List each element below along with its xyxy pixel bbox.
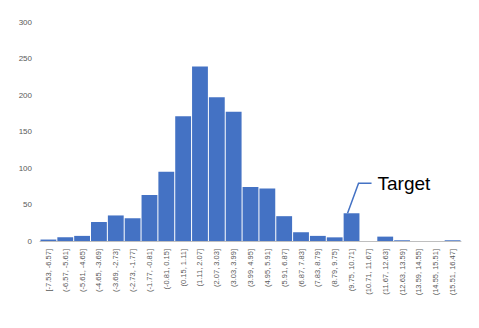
svg-text:(-3.69, -2.73]: (-3.69, -2.73]	[111, 249, 120, 292]
svg-text:300: 300	[19, 18, 33, 27]
svg-text:(6.87, 7.83]: (6.87, 7.83]	[297, 249, 306, 287]
svg-text:(14.55, 15.51]: (14.55, 15.51]	[431, 249, 440, 295]
svg-text:(7.83, 8.79]: (7.83, 8.79]	[313, 249, 322, 287]
svg-text:250: 250	[19, 54, 33, 63]
svg-text:(-1.77, -0.81]: (-1.77, -0.81]	[145, 249, 154, 292]
svg-text:50: 50	[23, 200, 32, 209]
svg-text:(10.71, 11.67]: (10.71, 11.67]	[364, 249, 373, 295]
svg-text:(1.11, 2.07]: (1.11, 2.07]	[195, 249, 204, 286]
svg-text:(3.99, 4.95]: (3.99, 4.95]	[246, 249, 255, 287]
svg-text:(12.63, 13.59]: (12.63, 13.59]	[398, 249, 407, 295]
svg-text:(15.51, 16.47]: (15.51, 16.47]	[448, 249, 457, 295]
svg-text:(-6.57, -5.61]: (-6.57, -5.61]	[61, 249, 70, 292]
svg-text:(2.07, 3.03]: (2.07, 3.03]	[212, 249, 221, 287]
svg-text:200: 200	[19, 91, 33, 100]
svg-text:(4.95, 5.91]: (4.95, 5.91]	[263, 249, 272, 287]
svg-text:100: 100	[19, 164, 33, 173]
svg-text:(-0.81, 0.15]: (-0.81, 0.15]	[162, 249, 171, 289]
svg-text:(0.15, 1.11]: (0.15, 1.11]	[179, 249, 188, 286]
svg-text:(3.03, 3.99]: (3.03, 3.99]	[229, 249, 238, 287]
svg-text:(-4.65, -3.69]: (-4.65, -3.69]	[94, 249, 103, 292]
svg-text:(8.79, 9.75]: (8.79, 9.75]	[330, 249, 339, 287]
svg-text:(13.59, 14.55]: (13.59, 14.55]	[414, 249, 423, 295]
svg-text:(-5.61, -4.65]: (-5.61, -4.65]	[78, 249, 87, 292]
svg-text:[-7.53, -6.57]: [-7.53, -6.57]	[44, 249, 53, 292]
svg-text:(11.67, 12.63]: (11.67, 12.63]	[381, 249, 390, 295]
svg-text:(-2.73, -1.77]: (-2.73, -1.77]	[128, 249, 137, 292]
svg-text:(9.75, 10.71]: (9.75, 10.71]	[347, 249, 356, 291]
svg-text:(5.91, 6.87]: (5.91, 6.87]	[280, 249, 289, 287]
svg-text:Target: Target	[378, 173, 432, 194]
svg-text:150: 150	[19, 127, 33, 136]
svg-text:0: 0	[28, 237, 33, 246]
